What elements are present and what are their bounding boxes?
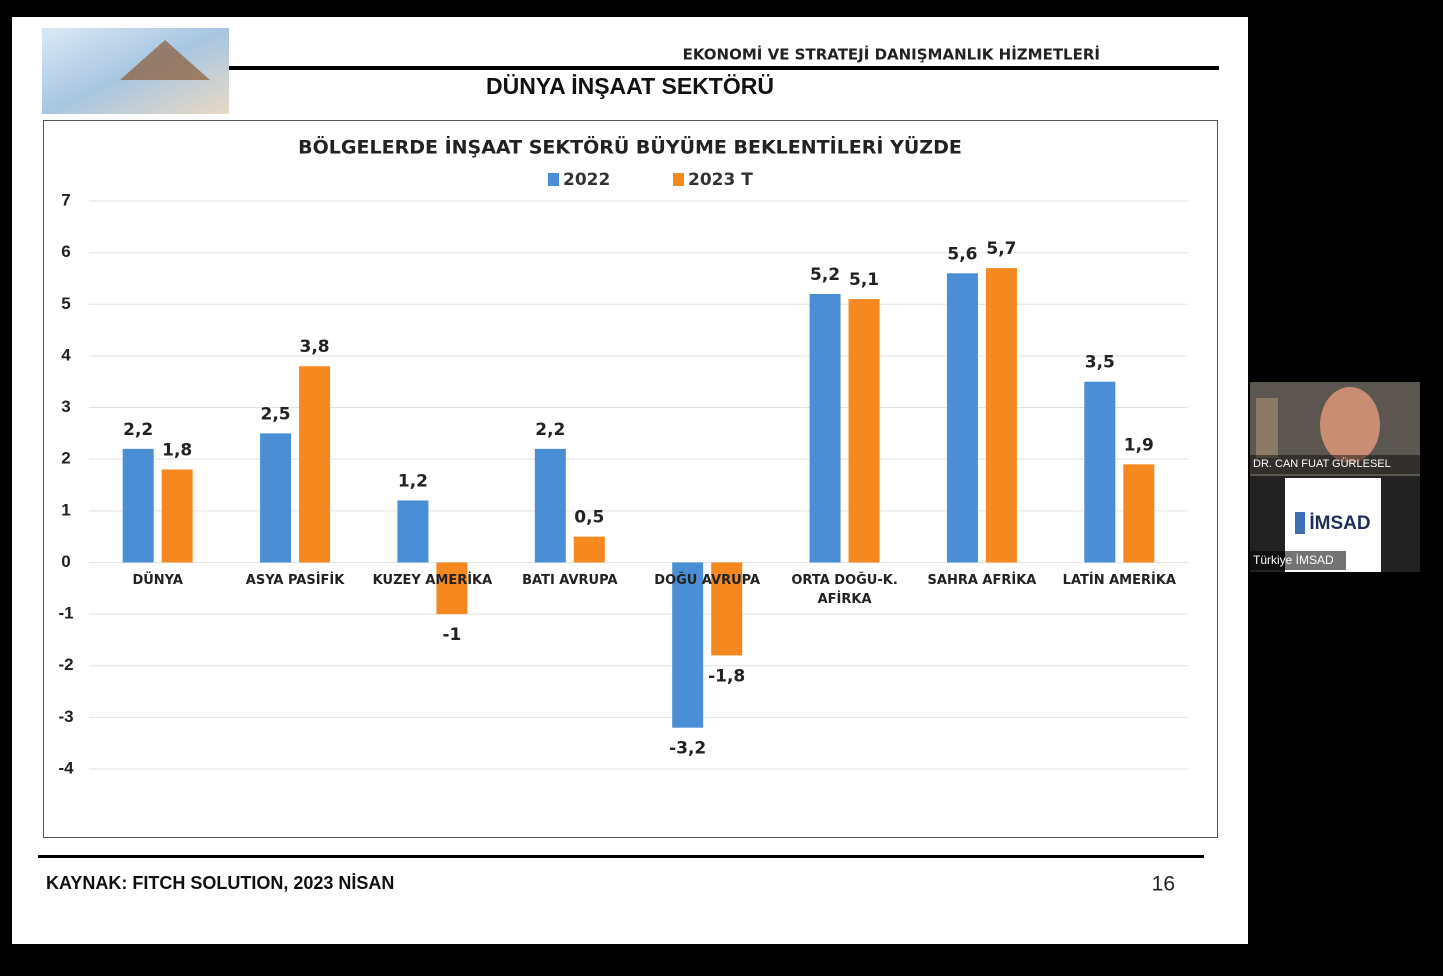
chart-title: BÖLGELERDE İNŞAAT SEKTÖRÜ BÜYÜME BEKLENT…: [298, 135, 962, 159]
x-tick-label: KUZEY AMERİKA: [372, 573, 493, 589]
y-tick-label: 6: [61, 242, 70, 261]
x-tick-label: SAHRA AFRİKA: [927, 573, 1037, 589]
x-tick-label: BATI AVRUPA: [522, 573, 618, 589]
bar: [1084, 381, 1116, 563]
bar: [534, 448, 566, 563]
header-image-house: [120, 40, 210, 80]
x-tick-label-box: BATI AVRUPA: [522, 573, 618, 589]
chart: -4 -3 -2 -1 0 1 2 3 4 5 6 7 2022 2023 T 2,2 1,8 DÜNYA 2,5…: [58, 170, 1188, 777]
value-label: 1,2: [398, 471, 428, 491]
x-tick-label-box: LATİN AMERİKA: [1062, 573, 1176, 589]
source: KAYNAK: FITCH SOLUTION, 2023 NİSAN: [46, 873, 394, 893]
logo-mark: [1295, 512, 1305, 534]
header-rule: [229, 66, 1219, 70]
bar: [985, 268, 1017, 563]
slide-title: DÜNYA İNŞAAT SEKTÖRÜ: [486, 73, 774, 99]
value-label: 2,2: [535, 420, 565, 440]
participant-name: DR. CAN FUAT GÜRLESEL: [1253, 458, 1391, 470]
value-label: -1: [442, 625, 461, 645]
bar: [573, 536, 605, 563]
value-label: 1,8: [162, 441, 192, 461]
x-tick-label-box: SAHRA AFRİKA: [927, 573, 1037, 589]
bar: [848, 299, 880, 563]
y-tick-label: -3: [58, 707, 73, 726]
value-label: 5,6: [947, 244, 977, 264]
participant-name: Türkiye İMSAD: [1253, 553, 1334, 567]
bar: [436, 562, 468, 615]
legend-label: 2023 T: [688, 170, 753, 190]
x-tick-label: DÜNYA: [132, 573, 183, 589]
bar: [299, 366, 331, 563]
name-bar: [1250, 551, 1346, 570]
legend-swatch: [548, 173, 559, 186]
y-tick-label: 5: [61, 294, 70, 313]
value-label: 5,2: [810, 265, 840, 285]
x-tick-label-box: ASYA PASİFİK: [245, 573, 345, 589]
value-label: 2,2: [123, 420, 153, 440]
y-tick-label: -1: [58, 604, 73, 623]
value-label: 0,5: [574, 508, 604, 528]
y-tick-label: 1: [61, 500, 70, 519]
bar: [672, 562, 704, 728]
bar: [809, 293, 841, 563]
y-tick-label: -2: [58, 655, 73, 674]
value-label: 5,1: [849, 270, 879, 290]
legend-label: 2022: [563, 170, 610, 190]
page-number: 16: [1152, 873, 1175, 896]
name-bar: [1250, 455, 1420, 474]
value-label: 3,5: [1085, 353, 1115, 373]
x-tick-label-box: DÜNYA: [132, 573, 183, 589]
bar: [397, 500, 429, 563]
footer-rule: [38, 855, 1204, 858]
video-person: [1320, 387, 1380, 463]
x-tick-label: DOĞU AVRUPA: [654, 573, 761, 589]
y-tick-label: 2: [61, 449, 70, 468]
x-tick-label: LATİN AMERİKA: [1062, 573, 1176, 589]
y-tick-label: -4: [58, 758, 74, 777]
logo-text: İMSAD: [1309, 513, 1370, 534]
x-tick-label: ORTA DOĞU-K. AFİRKA: [791, 573, 898, 608]
value-label: 1,9: [1124, 435, 1154, 455]
bar: [946, 273, 978, 563]
bar: [122, 448, 154, 563]
value-label: 3,8: [300, 337, 330, 357]
bar: [161, 469, 193, 563]
bar: [1123, 464, 1155, 563]
bar: [260, 433, 292, 563]
plot-area: [89, 201, 1188, 769]
value-label: -3,2: [669, 739, 706, 759]
video-background: [1256, 398, 1278, 458]
company-name: EKONOMİ VE STRATEJİ DANIŞMANLIK HİZMETLE…: [683, 45, 1100, 64]
x-tick-label-box: ORTA DOĞU-K. AFİRKA: [791, 573, 898, 608]
legend-swatch: [673, 173, 684, 186]
value-label: 5,7: [986, 239, 1016, 259]
value-label: -1,8: [708, 666, 745, 686]
value-label: 2,5: [261, 404, 291, 424]
x-tick-label-box: DOĞU AVRUPA: [654, 573, 761, 589]
x-tick-label: ASYA PASİFİK: [245, 573, 345, 589]
y-tick-label: 3: [61, 397, 70, 416]
y-tick-label: 4: [61, 345, 71, 364]
y-tick-label: 0: [61, 552, 70, 571]
y-tick-label: 7: [61, 190, 70, 209]
x-tick-label-box: KUZEY AMERİKA: [372, 573, 493, 589]
bar: [711, 562, 743, 656]
